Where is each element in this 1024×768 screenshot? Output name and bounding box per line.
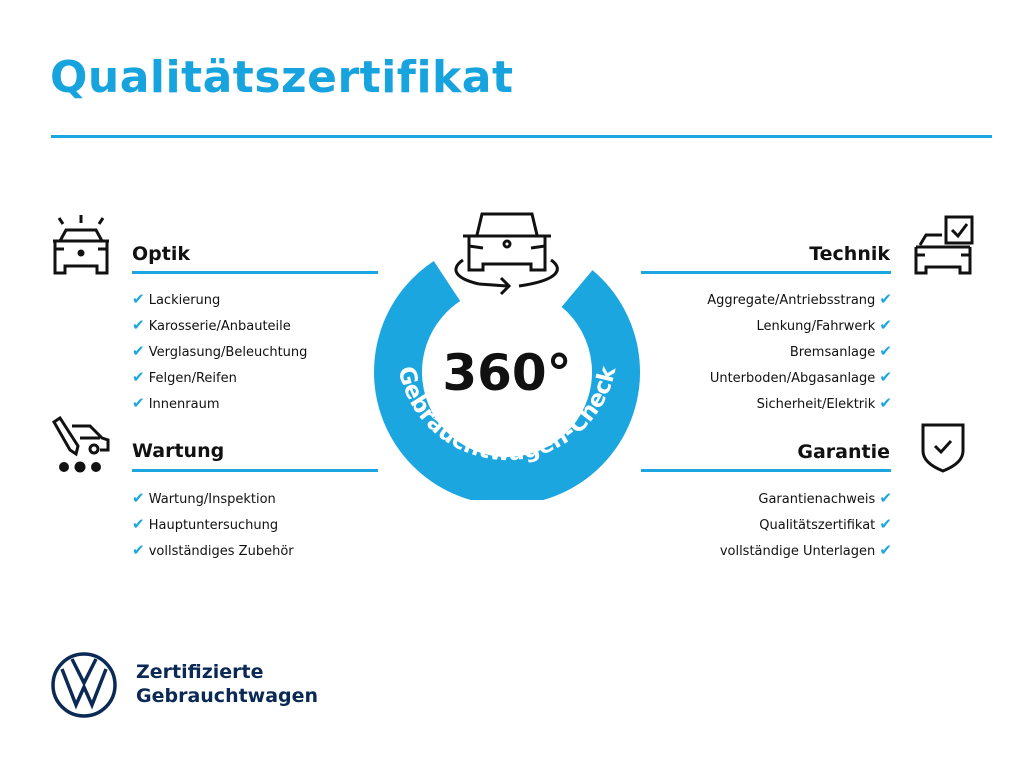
item-label: Lenkung/Fahrwerk (756, 319, 876, 334)
item-label: Garantienachweis (758, 492, 876, 507)
list-item: ✔ Karosserie/Anbauteile (132, 313, 307, 339)
section-line-optik (132, 271, 378, 274)
check-icon: ✔ (132, 368, 145, 386)
item-label: Qualitätszertifikat (759, 518, 876, 533)
check-icon: ✔ (879, 316, 892, 334)
section-line-wartung (132, 469, 378, 472)
list-item: Bremsanlage ✔ (707, 339, 892, 365)
car-lights-icon (53, 215, 109, 275)
list-optik: ✔ Lackierung ✔ Karosserie/Anbauteile ✔ V… (132, 287, 307, 417)
ring (374, 239, 640, 500)
title-divider (51, 135, 992, 138)
page-title: Qualitätszertifikat (50, 52, 514, 103)
check-icon: ✔ (879, 489, 892, 507)
item-label: Aggregate/Antriebsstrang (707, 293, 876, 308)
check-icon: ✔ (879, 394, 892, 412)
list-item: Lenkung/Fahrwerk ✔ (707, 313, 892, 339)
check-icon: ✔ (879, 342, 892, 360)
check-icon: ✔ (132, 394, 145, 412)
list-item: ✔ Lackierung (132, 287, 307, 313)
car-rotate-icon (454, 212, 559, 296)
item-label: Hauptuntersuchung (148, 518, 279, 533)
list-wartung: ✔ Wartung/Inspektion ✔ Hauptuntersuchung… (132, 486, 294, 564)
check-icon: ✔ (132, 290, 145, 308)
list-item: ✔ Wartung/Inspektion (132, 486, 294, 512)
degrees-label: 360° (442, 344, 571, 402)
check-icon: ✔ (879, 541, 892, 559)
check-icon: ✔ (132, 342, 145, 360)
check-icon: ✔ (879, 290, 892, 308)
list-item: Aggregate/Antriebsstrang ✔ (707, 287, 892, 313)
item-label: Lackierung (148, 293, 221, 308)
item-label: Unterboden/Abgasanlage (709, 371, 876, 386)
list-item: Sicherheit/Elektrik ✔ (707, 391, 892, 417)
section-title-wartung: Wartung (132, 440, 225, 462)
section-title-garantie: Garantie (797, 441, 890, 463)
item-label: Wartung/Inspektion (148, 492, 276, 507)
check-icon: ✔ (132, 515, 145, 533)
item-label: Sicherheit/Elektrik (756, 397, 876, 412)
list-item: ✔ Felgen/Reifen (132, 365, 307, 391)
car-service-icon (52, 416, 110, 473)
brand-tagline: Zertifizierte Gebrauchtwagen (136, 660, 318, 708)
list-item: Unterboden/Abgasanlage ✔ (707, 365, 892, 391)
item-label: Bremsanlage (789, 345, 876, 360)
list-item: ✔ Verglasung/Beleuchtung (132, 339, 307, 365)
section-line-garantie (641, 469, 891, 472)
tagline-line1: Zertifizierte (136, 661, 264, 683)
check-icon: ✔ (879, 515, 892, 533)
vw-logo (51, 652, 117, 718)
list-item: ✔ Hauptuntersuchung (132, 512, 294, 538)
item-label: Verglasung/Beleuchtung (148, 345, 308, 360)
list-item: ✔ vollständiges Zubehör (132, 538, 294, 564)
list-garantie: Garantienachweis ✔ Qualitätszertifikat ✔… (720, 486, 892, 564)
tagline-line2: Gebrauchtwagen (136, 685, 319, 707)
shield-check-icon (921, 423, 965, 473)
list-item: vollständige Unterlagen ✔ (720, 538, 892, 564)
list-item: Garantienachweis ✔ (720, 486, 892, 512)
item-label: Karosserie/Anbauteile (148, 319, 291, 334)
item-label: Felgen/Reifen (148, 371, 237, 386)
item-label: vollständiges Zubehör (148, 544, 294, 559)
section-title-technik: Technik (809, 243, 890, 265)
item-label: vollständige Unterlagen (719, 544, 876, 559)
list-technik: Aggregate/Antriebsstrang ✔ Lenkung/Fahrw… (707, 287, 892, 417)
section-title-optik: Optik (132, 243, 190, 265)
check-360-badge: 360° Gebrauchtwagen-Check (374, 212, 640, 500)
check-icon: ✔ (132, 316, 145, 334)
item-label: Innenraum (148, 397, 220, 412)
list-item: Qualitätszertifikat ✔ (720, 512, 892, 538)
check-icon: ✔ (132, 489, 145, 507)
check-icon: ✔ (879, 368, 892, 386)
car-checkbox-icon (914, 215, 974, 275)
list-item: ✔ Innenraum (132, 391, 307, 417)
section-line-technik (641, 271, 891, 274)
check-icon: ✔ (132, 541, 145, 559)
